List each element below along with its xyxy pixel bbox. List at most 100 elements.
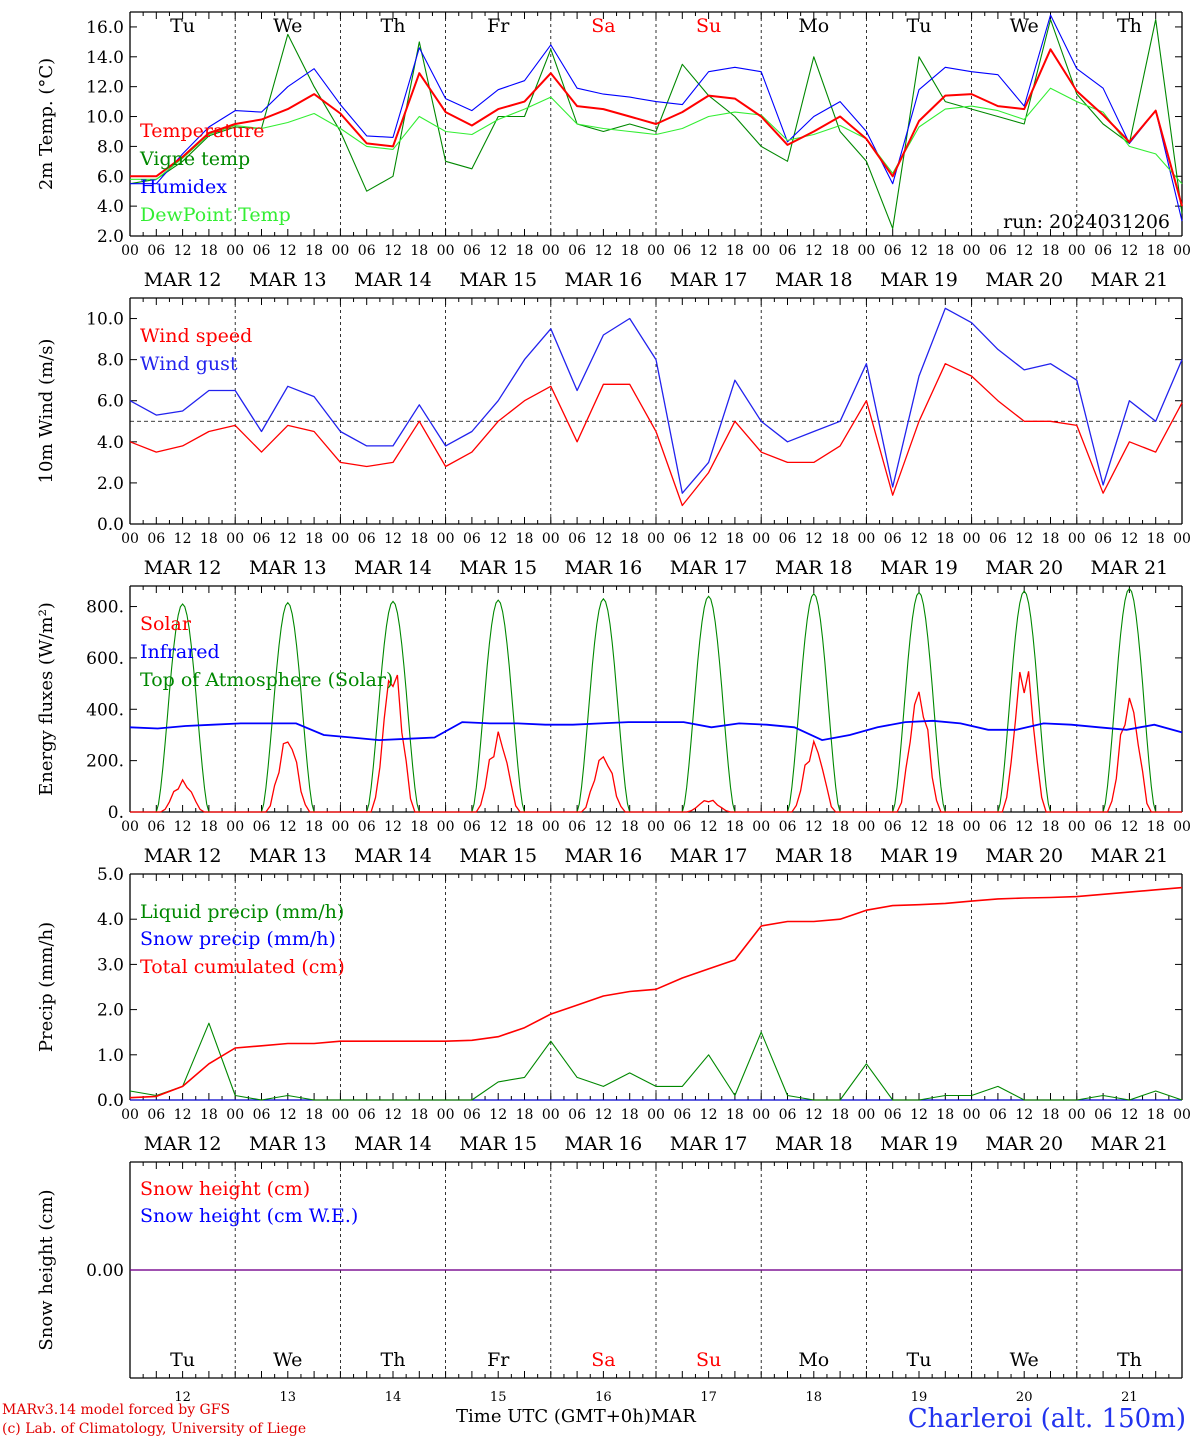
hour-label: 00: [857, 531, 875, 547]
date-label: MAR 13: [249, 1133, 327, 1155]
hour-label: 18: [200, 531, 218, 547]
legend-entry: Wind gust: [140, 353, 238, 375]
hour-label: 06: [779, 531, 797, 547]
hour-label: 12: [910, 243, 928, 259]
hour-label: 18: [831, 531, 849, 547]
hour-label: 18: [305, 1107, 323, 1123]
date-label: MAR 20: [985, 1133, 1063, 1155]
hour-label: 12: [489, 243, 507, 259]
hour-label: 06: [568, 1107, 586, 1123]
hour-label: 00: [542, 531, 560, 547]
hour-label: 18: [200, 243, 218, 259]
hour-label: 00: [752, 531, 770, 547]
day-number: 20: [1016, 1390, 1033, 1405]
hour-label: 18: [410, 243, 428, 259]
series-wind: [129, 307, 1183, 494]
hour-label: 06: [253, 819, 271, 835]
date-label: MAR 21: [1091, 269, 1169, 291]
date-label: MAR 13: [249, 557, 327, 579]
weekday-label: Th: [1117, 1349, 1142, 1371]
hour-label: 00: [121, 819, 139, 835]
legend-entry: Vigne temp: [139, 148, 250, 170]
hour-label: 00: [647, 1107, 665, 1123]
hour-label: 06: [673, 531, 691, 547]
series-wind: [129, 363, 1183, 507]
legend-entry: Temperature: [140, 120, 264, 142]
hour-label: 06: [1094, 1107, 1112, 1123]
hour-label: 00: [437, 243, 455, 259]
hour-label: 12: [910, 819, 928, 835]
hour-label: 06: [147, 1107, 165, 1123]
hour-label: 12: [805, 819, 823, 835]
series-3: [130, 87, 1183, 185]
day-number: 17: [700, 1390, 717, 1405]
hour-label: 00: [331, 1107, 349, 1123]
y-tick-label: 4.0: [97, 910, 124, 930]
hour-label: 00: [752, 819, 770, 835]
series-infrared: [129, 719, 1183, 742]
y-tick-label: 10.0: [86, 310, 124, 330]
date-label: MAR 15: [459, 845, 537, 867]
hour-label: 18: [305, 531, 323, 547]
hour-label: 06: [568, 819, 586, 835]
hour-label: 06: [358, 1107, 376, 1123]
hour-label: 12: [384, 531, 402, 547]
series-1: [129, 18, 1183, 230]
date-label: MAR 19: [880, 557, 958, 579]
hour-label: 06: [147, 243, 165, 259]
y-tick-label: 1.0: [97, 1046, 124, 1066]
hour-label: 12: [489, 1107, 507, 1123]
hour-label: 12: [1015, 243, 1033, 259]
day-number: 14: [385, 1390, 402, 1405]
hour-label: 00: [542, 243, 560, 259]
date-label: MAR 14: [354, 557, 432, 579]
hour-label: 18: [621, 243, 639, 259]
weekday-label: Fr: [487, 1349, 510, 1371]
date-label: MAR 20: [985, 845, 1063, 867]
y-tick-label: 14.0: [86, 48, 124, 68]
weekday-label: Fr: [487, 15, 510, 37]
panel-2: 0.0 2.0 4.0 6.0 8.0 10.0 10m Wind (m/s) Wind sp…: [36, 297, 1191, 579]
y-tick-label: 2.0: [97, 227, 124, 247]
hour-label: 00: [331, 819, 349, 835]
hour-label: 06: [884, 819, 902, 835]
hour-label: 18: [831, 243, 849, 259]
hour-label: 00: [752, 1107, 770, 1123]
hour-label: 12: [384, 243, 402, 259]
hour-label: 18: [726, 1107, 744, 1123]
weekday-label: Tu: [170, 15, 195, 37]
date-label: MAR 14: [354, 269, 432, 291]
lab-credit: (c) Lab. of Climatology, University of L…: [2, 1421, 307, 1437]
hour-label: 06: [253, 243, 271, 259]
hour-label: 06: [989, 243, 1007, 259]
y-tick-label: 16.0: [86, 18, 124, 38]
hour-label: 06: [1094, 819, 1112, 835]
panel-4: 0.0 1.0 2.0 3.0 4.0 5.0 Precip (mm/h) Liquid pr…: [36, 865, 1191, 1155]
hour-label: 12: [489, 531, 507, 547]
hour-label: 06: [989, 819, 1007, 835]
legend-entry: Solar: [140, 613, 192, 635]
panel-3: 0. 200. 400. 600. 800. Energy fluxes (W/m²) So…: [36, 585, 1191, 867]
hour-label: 18: [1042, 1107, 1060, 1123]
hour-label: 06: [673, 243, 691, 259]
weekday-label: Th: [381, 15, 406, 37]
date-label: MAR 21: [1091, 557, 1169, 579]
weekday-label: Th: [1117, 15, 1142, 37]
hour-label: 06: [1094, 243, 1112, 259]
day-number: 15: [490, 1390, 507, 1405]
hour-label: 12: [910, 531, 928, 547]
hour-label: 00: [647, 243, 665, 259]
hour-label: 06: [253, 531, 271, 547]
hour-label: 18: [200, 819, 218, 835]
weekday-label: Su: [696, 1349, 721, 1371]
weekday-label: Su: [696, 15, 721, 37]
hour-label: 12: [174, 531, 192, 547]
hour-label: 06: [463, 1107, 481, 1123]
date-label: MAR 19: [880, 845, 958, 867]
hour-label: 12: [700, 243, 718, 259]
hour-label: 00: [857, 1107, 875, 1123]
hour-label: 18: [1147, 531, 1165, 547]
hour-label: 06: [673, 1107, 691, 1123]
weekday-label: We: [1010, 1349, 1039, 1371]
hour-label: 06: [779, 243, 797, 259]
